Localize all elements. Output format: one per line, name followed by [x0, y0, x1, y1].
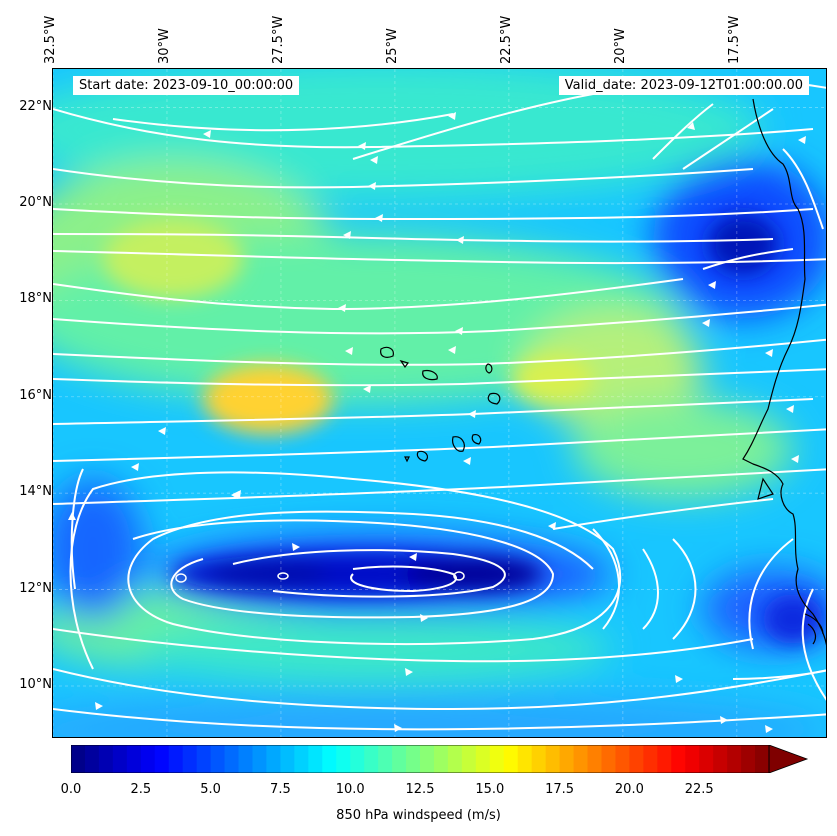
- longitude-label-text: 30°W: [156, 28, 172, 64]
- coastlines: [380, 98, 826, 646]
- colorbar-band: [350, 745, 365, 773]
- valid-date-label: Valid_date: 2023-09-12T01:00:00.00: [558, 76, 809, 95]
- longitude-label-text: 27.5°W: [270, 15, 286, 64]
- latitude-label: 14°N: [19, 484, 52, 500]
- streamline-arrowheads: [68, 112, 806, 733]
- longitude-label: 32.5°W: [43, 8, 64, 64]
- colorbar-band: [210, 745, 226, 773]
- colorbar-label: 850 hPa windspeed (m/s): [336, 808, 501, 823]
- colorbar-band: [587, 745, 603, 773]
- longitude-label-text: 25°W: [384, 28, 400, 64]
- colorbar-band: [531, 745, 547, 773]
- longitude-label-text: 22.5°W: [498, 15, 514, 64]
- latitude-label: 20°N: [19, 194, 52, 210]
- colorbar-band: [685, 745, 700, 773]
- colorbar-band: [378, 745, 393, 773]
- start-date-label: Start date: 2023-09-10_00:00:00: [73, 76, 300, 95]
- colorbar-band: [447, 745, 463, 773]
- colorbar-band: [98, 745, 114, 773]
- colorbar-band: [755, 745, 770, 773]
- colorbar-band: [517, 745, 533, 773]
- colorbar-tick-label: 5.0: [200, 782, 221, 797]
- colorbar-band: [364, 745, 379, 773]
- windspeed-colorbar: [71, 745, 809, 773]
- colorbar-band: [84, 745, 100, 773]
- colorbar-band: [461, 745, 477, 773]
- colorbar-tick-label: 0.0: [60, 782, 82, 797]
- longitude-label-text: 32.5°W: [43, 15, 58, 64]
- latitude-label: 22°N: [19, 98, 52, 114]
- colorbar-band: [238, 745, 254, 773]
- colorbar-tick-label: 15.0: [475, 782, 505, 797]
- latitude-label: 12°N: [19, 580, 52, 596]
- colorbar-band: [657, 745, 672, 773]
- colorbar-band: [294, 745, 309, 773]
- colorbar-band: [475, 745, 491, 773]
- colorbar-tick-label: 22.5: [684, 782, 714, 797]
- longitude-label-text: 17.5°W: [726, 15, 742, 64]
- latitude-label: 16°N: [19, 387, 52, 403]
- colorbar-band: [266, 745, 281, 773]
- colorbar-band: [154, 745, 170, 773]
- colorbar-tick-label: 17.5: [545, 782, 575, 797]
- colorbar-band: [322, 745, 337, 773]
- colorbar-band: [168, 745, 184, 773]
- longitude-label: 22.5°W: [498, 8, 520, 64]
- latitude-label: 10°N: [19, 676, 52, 692]
- colorbar-band: [336, 745, 351, 773]
- colorbar-band: [182, 745, 198, 773]
- colorbar-tick-label: 7.5: [270, 782, 291, 797]
- longitude-label-text: 20°W: [612, 28, 628, 64]
- colorbar-band: [196, 745, 212, 773]
- colorbar-band: [615, 745, 630, 773]
- colorbar-band: [741, 745, 756, 773]
- colorbar-tick-label: 12.5: [405, 782, 435, 797]
- colorbar-tick-label: 20.0: [614, 782, 644, 797]
- colorbar-band: [573, 745, 589, 773]
- colorbar-tick-label: 10.0: [335, 782, 365, 797]
- colorbar-band: [126, 745, 142, 773]
- colorbar-band: [545, 745, 561, 773]
- colorbar-band: [643, 745, 658, 773]
- colorbar-tick-label: 2.5: [130, 782, 152, 797]
- latitude-label: 18°N: [19, 291, 52, 307]
- colorbar-band: [671, 745, 686, 773]
- longitude-label: 17.5°W: [726, 8, 748, 64]
- colorbar-band: [601, 745, 617, 773]
- colorbar-band: [406, 745, 421, 773]
- colorbar-band: [713, 745, 728, 773]
- longitude-label: 27.5°W: [270, 8, 292, 64]
- longitude-label: 20°W: [612, 8, 634, 64]
- colorbar-band: [224, 745, 240, 773]
- colorbar-band: [420, 745, 435, 773]
- colorbar-band: [112, 745, 128, 773]
- colorbar-band: [252, 745, 268, 773]
- colorbar-band: [699, 745, 714, 773]
- streamline-center-marks: [175, 571, 465, 583]
- colorbar-band: [629, 745, 644, 773]
- colorbar-band: [489, 745, 505, 773]
- map-gridlines: [53, 69, 826, 737]
- colorbar-band: [308, 745, 323, 773]
- colorbar-band: [727, 745, 742, 773]
- colorbar-band: [392, 745, 407, 773]
- colorbar-band: [503, 745, 519, 773]
- colorbar-band: [433, 745, 449, 773]
- windspeed-map: [53, 69, 826, 737]
- colorbar-band: [559, 745, 575, 773]
- map-panel: [52, 68, 827, 738]
- longitude-label: 30°W: [156, 8, 178, 64]
- colorbar-band: [280, 745, 295, 773]
- colorbar-band: [140, 745, 156, 773]
- colorbar-band: [71, 745, 86, 773]
- longitude-label: 25°W: [384, 8, 406, 64]
